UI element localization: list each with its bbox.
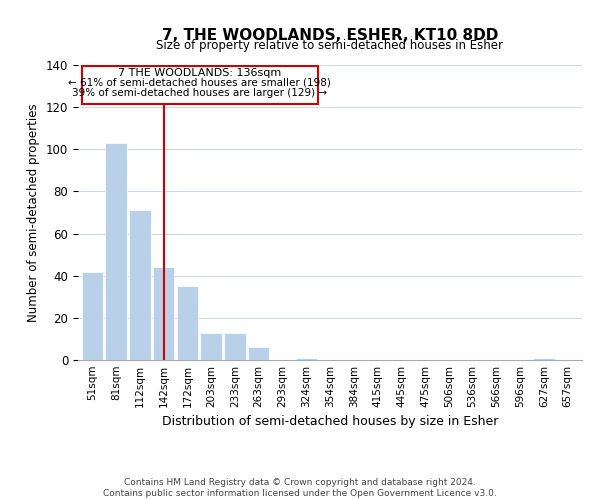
Text: 39% of semi-detached houses are larger (129) →: 39% of semi-detached houses are larger (…	[72, 88, 328, 99]
Bar	[200, 332, 222, 360]
Bar	[176, 286, 198, 360]
Bar	[224, 332, 245, 360]
Title: 7, THE WOODLANDS, ESHER, KT10 8DD: 7, THE WOODLANDS, ESHER, KT10 8DD	[162, 28, 498, 43]
Bar	[248, 348, 269, 360]
Bar	[296, 358, 317, 360]
Text: 7 THE WOODLANDS: 136sqm: 7 THE WOODLANDS: 136sqm	[118, 68, 281, 78]
FancyBboxPatch shape	[82, 66, 318, 104]
X-axis label: Distribution of semi-detached houses by size in Esher: Distribution of semi-detached houses by …	[162, 416, 498, 428]
Y-axis label: Number of semi-detached properties: Number of semi-detached properties	[28, 103, 40, 322]
Text: Contains HM Land Registry data © Crown copyright and database right 2024.
Contai: Contains HM Land Registry data © Crown c…	[103, 478, 497, 498]
Bar	[153, 268, 174, 360]
Text: Size of property relative to semi-detached houses in Esher: Size of property relative to semi-detach…	[157, 40, 503, 52]
Bar	[129, 210, 151, 360]
Bar	[533, 358, 554, 360]
Text: ← 61% of semi-detached houses are smaller (198): ← 61% of semi-detached houses are smalle…	[68, 78, 331, 88]
Bar	[82, 272, 103, 360]
Bar	[106, 143, 127, 360]
